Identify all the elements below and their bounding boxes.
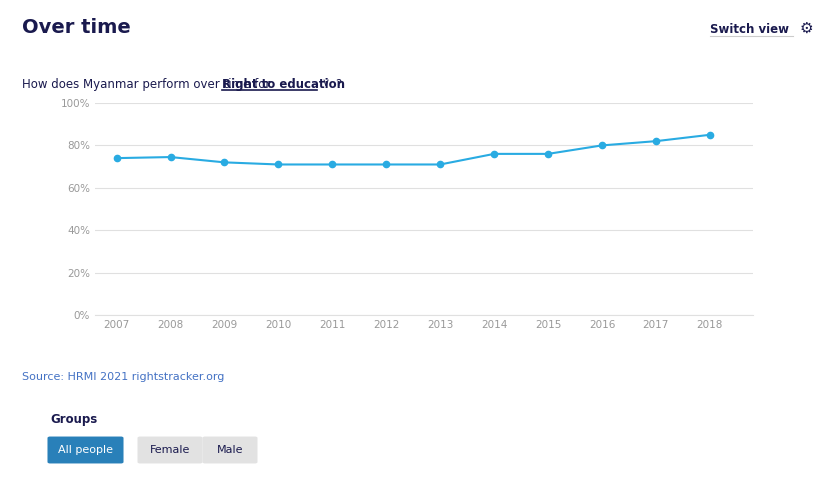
- Text: ⚙: ⚙: [800, 21, 814, 36]
- Text: All people: All people: [58, 445, 113, 455]
- Text: Female: Female: [150, 445, 190, 455]
- Text: Switch view: Switch view: [710, 23, 789, 36]
- Text: Male: Male: [217, 445, 243, 455]
- Text: Over time: Over time: [22, 18, 131, 37]
- Text: How does Myanmar perform over time for: How does Myanmar perform over time for: [22, 78, 278, 91]
- Text: ∨: ∨: [322, 78, 329, 88]
- Text: Source: HRMI 2021 rightstracker.org: Source: HRMI 2021 rightstracker.org: [22, 372, 225, 382]
- Text: Groups: Groups: [50, 413, 97, 426]
- Text: ?: ?: [335, 78, 342, 91]
- Text: Right to education: Right to education: [222, 78, 345, 91]
